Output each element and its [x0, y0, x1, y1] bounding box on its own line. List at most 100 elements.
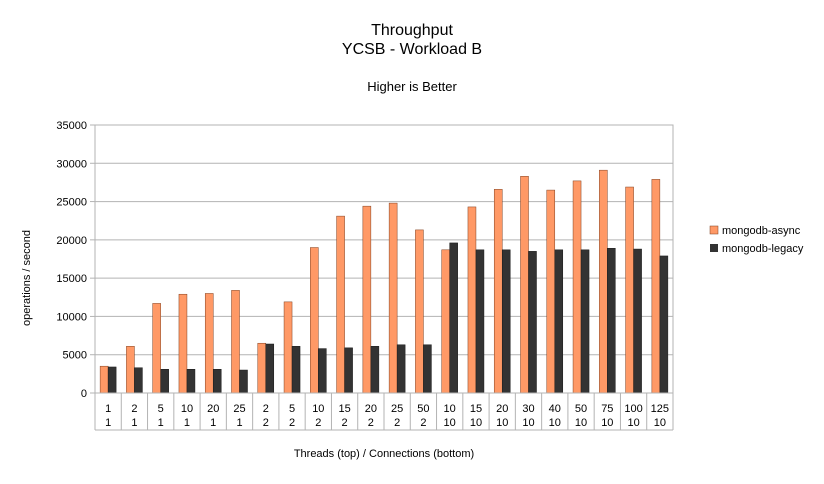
bar-mongodb-async: [178, 293, 188, 394]
x-label-connections: 1: [131, 417, 137, 429]
bar-mongodb-async: [336, 215, 345, 394]
bar-mongodb-async: [467, 206, 477, 394]
x-label-threads: 10: [312, 403, 324, 415]
bar-mongodb-legacy: [370, 346, 380, 394]
bar-mongodb-legacy: [318, 348, 327, 394]
bar-mongodb-async: [283, 301, 293, 394]
x-label-connections: 2: [342, 417, 348, 429]
bar-mongodb-async: [388, 202, 398, 394]
x-label-threads: 25: [391, 403, 403, 415]
bar-mongodb-legacy: [528, 251, 537, 394]
x-label-threads: 15: [470, 403, 482, 415]
bar-mongodb-legacy: [554, 249, 564, 394]
x-label-connections: 2: [315, 417, 321, 429]
x-label-threads: 5: [158, 403, 164, 415]
x-label-connections: 10: [496, 417, 508, 429]
bar-mongodb-async: [572, 180, 582, 394]
bar-mongodb-async: [231, 290, 240, 394]
bar-mongodb-async: [651, 179, 661, 394]
bar-mongodb-legacy: [134, 367, 143, 394]
x-axis-categories: 1121511012012512252102152202252502101015…: [94, 393, 674, 431]
bar-mongodb-legacy: [580, 249, 590, 394]
x-label-connections: 10: [549, 417, 561, 429]
x-label-threads: 125: [651, 403, 669, 415]
x-label-connections: 1: [236, 417, 242, 429]
x-label-threads: 50: [575, 403, 587, 415]
x-label-threads: 10: [181, 403, 193, 415]
x-label-threads: 5: [289, 403, 295, 415]
x-label-threads: 10: [444, 403, 456, 415]
bar-mongodb-async: [99, 365, 109, 394]
bar-mongodb-legacy: [212, 369, 222, 394]
bar-mongodb-async: [415, 229, 424, 394]
x-label-threads: 15: [338, 403, 350, 415]
y-tick-label: 10000: [56, 311, 87, 323]
x-label-connections: 1: [184, 417, 190, 429]
bar-mongodb-async: [520, 176, 529, 394]
bar-mongodb-async: [625, 186, 634, 394]
y-axis-ticks: 0 5000 10000 15000 20000 25000 30000 35000: [56, 120, 95, 400]
y-tick-label: 35000: [56, 120, 87, 132]
y-tick-label: 5000: [63, 350, 87, 362]
bar-mongodb-async: [204, 293, 214, 394]
x-axis-label: Threads (top) / Connections (bottom): [294, 448, 474, 460]
x-label-threads: 2: [263, 403, 269, 415]
bar-mongodb-legacy: [501, 249, 511, 394]
x-label-connections: 2: [420, 417, 426, 429]
x-label-connections: 10: [575, 417, 587, 429]
bar-mongodb-async: [310, 247, 319, 394]
x-label-threads: 75: [601, 403, 613, 415]
bar-mongodb-legacy: [160, 369, 169, 394]
x-label-threads: 1: [105, 403, 111, 415]
x-label-threads: 2: [131, 403, 137, 415]
x-label-connections: 2: [394, 417, 400, 429]
x-label-connections: 1: [210, 417, 216, 429]
bar-mongodb-legacy: [107, 366, 117, 394]
bar-mongodb-legacy: [344, 347, 353, 394]
bar-mongodb-legacy: [186, 369, 196, 394]
bar-mongodb-async: [441, 249, 450, 394]
x-label-connections: 10: [601, 417, 613, 429]
y-tick-label: 25000: [56, 197, 87, 209]
bar-mongodb-legacy: [449, 242, 458, 394]
bar-mongodb-legacy: [607, 248, 616, 394]
x-label-connections: 10: [654, 417, 666, 429]
bar-mongodb-async: [546, 189, 556, 394]
x-label-threads: 100: [624, 403, 642, 415]
bar-mongodb-legacy: [291, 346, 301, 394]
bar-mongodb-legacy: [239, 369, 248, 394]
x-label-threads: 50: [417, 403, 429, 415]
gridlines: [95, 124, 673, 394]
x-label-threads: 20: [496, 403, 508, 415]
x-label-connections: 2: [289, 417, 295, 429]
x-label-threads: 30: [522, 403, 534, 415]
x-label-connections: 10: [627, 417, 639, 429]
legend-swatch-legacy: [710, 244, 718, 252]
bar-mongodb-async: [599, 169, 608, 394]
legend-label-async: mongodb-async: [722, 225, 801, 237]
bar-mongodb-async: [493, 189, 503, 394]
x-label-threads: 25: [233, 403, 245, 415]
bars: [99, 169, 669, 394]
x-label-connections: 1: [105, 417, 111, 429]
x-label-connections: 10: [522, 417, 534, 429]
y-tick-label: 20000: [56, 235, 87, 247]
bar-mongodb-legacy: [633, 248, 642, 394]
chart-subtitle: YCSB - Workload B: [342, 41, 482, 58]
bar-mongodb-async: [257, 342, 267, 394]
y-tick-label: 30000: [56, 158, 87, 170]
y-axis-label: operations / second: [21, 230, 33, 326]
y-tick-label: 0: [81, 388, 87, 400]
bar-mongodb-legacy: [659, 255, 669, 394]
bar-mongodb-legacy: [475, 249, 485, 394]
bar-mongodb-async: [362, 205, 372, 394]
bar-mongodb-legacy: [265, 343, 275, 394]
x-label-threads: 40: [549, 403, 561, 415]
x-label-threads: 20: [207, 403, 219, 415]
x-label-connections: 10: [444, 417, 456, 429]
legend-swatch-async: [709, 225, 719, 235]
legend: mongodb-async mongodb-legacy: [709, 225, 804, 255]
x-label-connections: 2: [263, 417, 269, 429]
bar-mongodb-async: [152, 303, 161, 394]
